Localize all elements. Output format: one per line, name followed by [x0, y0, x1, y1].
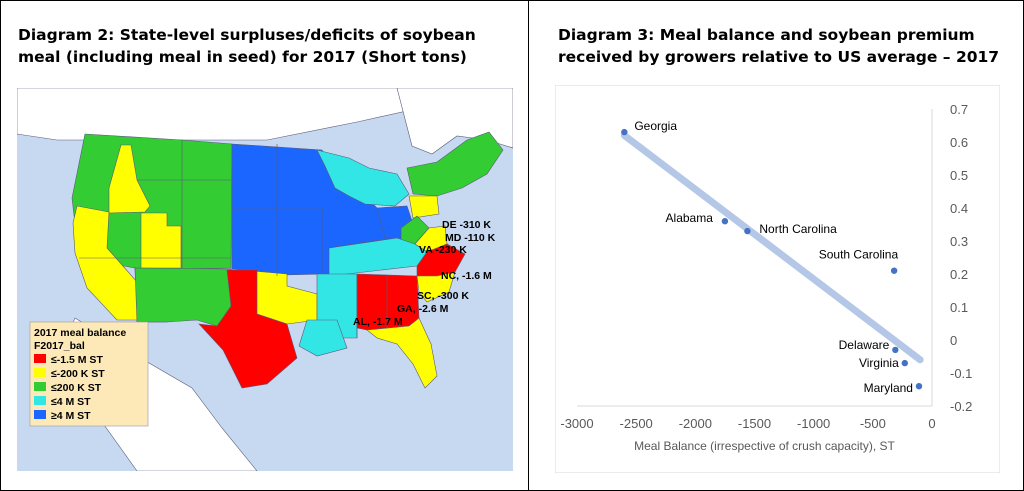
x-axis-title: Meal Balance (irrespective of crush capa… [634, 439, 895, 453]
us-map-svg: DE -310 K MD -110 K VA -230 K NC, -1.6 M… [16, 87, 514, 472]
state-pennsylvania [408, 195, 440, 219]
annotation-sc: SC, -300 K [417, 290, 469, 302]
legend-title: 2017 meal balance [34, 327, 126, 339]
y-tick-label: -0.1 [950, 366, 972, 381]
x-tick-label: -500 [860, 416, 886, 431]
annotation-va: VA -230 K [419, 244, 467, 256]
annotation-md: MD -110 K [445, 232, 496, 244]
x-tick-label: 0 [928, 416, 935, 431]
y-tick-label: 0.4 [950, 201, 968, 216]
point-label: Georgia [634, 119, 677, 133]
state-texas [198, 269, 298, 389]
legend-label: ≤-200 K ST [51, 368, 105, 380]
data-point [621, 128, 628, 136]
x-tick-label: -1000 [797, 416, 830, 431]
legend-swatch [34, 382, 46, 391]
annotation-de: DE -310 K [442, 219, 491, 231]
great-lakes-cyan-region [316, 149, 410, 207]
annotation-ga: GA, -2.6 M [397, 303, 449, 315]
point-label: Delaware [839, 338, 890, 352]
chart-area [554, 84, 1001, 474]
annotation-nc: NC, -1.6 M [441, 270, 492, 282]
x-tick-label: -3000 [560, 416, 593, 431]
us-map: DE -310 K MD -110 K VA -230 K NC, -1.6 M… [16, 87, 514, 472]
point-label: Alabama [666, 211, 714, 225]
data-point [744, 227, 751, 235]
data-point [890, 267, 898, 274]
legend-label: ≥4 M ST [51, 410, 91, 422]
state-idaho [108, 144, 151, 214]
map-title-line-1: Diagram 2: State-level surpluses/deficit… [18, 26, 476, 44]
map-title-line-2: meal (including meal in seed) for 2017 (… [18, 48, 467, 66]
y-tick-label: 0.6 [950, 135, 968, 150]
x-tick-label: -2000 [679, 416, 712, 431]
legend-swatch [34, 368, 46, 377]
legend-items: ≤-1.5 M ST ≤-200 K ST ≤200 K ST ≤4 M ST ≥4 M… [34, 354, 105, 422]
y-tick-label: -0.2 [950, 399, 972, 414]
legend-swatch [34, 354, 46, 363]
y-tick-label: 0.5 [950, 168, 968, 183]
panel-divider [528, 0, 529, 491]
y-tick-label: 0.2 [950, 267, 968, 282]
state-south-carolina [416, 271, 456, 303]
legend-swatch [34, 410, 46, 419]
chart-title: Diagram 3: Meal balance and soybean prem… [558, 24, 1018, 68]
map-title: Diagram 2: State-level surpluses/deficit… [18, 24, 518, 68]
data-point [721, 218, 729, 225]
point-label: Virginia [859, 356, 899, 370]
legend-label: ≤4 M ST [51, 396, 91, 408]
point-label: North Carolina [759, 222, 837, 236]
state-borders [79, 140, 388, 338]
legend-label: ≤200 K ST [51, 382, 102, 394]
y-tick-label: 0.1 [950, 300, 968, 315]
chart-title-line-1: Diagram 3: Meal balance and soybean prem… [558, 26, 975, 44]
state-florida [366, 317, 438, 389]
legend-swatch [34, 396, 46, 405]
x-tick-label: -1500 [738, 416, 771, 431]
annotation-al: AL, -1.7 M [353, 316, 403, 328]
data-point [915, 383, 923, 390]
legend-box [29, 321, 149, 427]
y-tick-label: 0 [950, 333, 957, 348]
state-southwest [134, 267, 238, 327]
legend-label: ≤-1.5 M ST [51, 354, 103, 366]
data-point [892, 346, 899, 354]
scatter-chart: -3000 -2500 -2000 -1500 -1000 -500 0 0.7 0.6 0.5 0… [554, 84, 1001, 474]
map-annotations: DE -310 K MD -110 K VA -230 K NC, -1.6 M… [353, 219, 496, 328]
legend-subtitle: F2017_bal [34, 340, 85, 352]
scatter-chart-svg: -3000 -2500 -2000 -1500 -1000 -500 0 0.7 0.6 0.5 0… [554, 84, 1001, 474]
data-point [901, 359, 908, 367]
y-tick-label: 0.3 [950, 234, 968, 249]
point-label: South Carolina [819, 248, 899, 262]
chart-title-line-2: received by growers relative to US avera… [558, 48, 1000, 66]
trendline [620, 131, 924, 364]
state-louisiana [298, 319, 348, 357]
map-legend: 2017 meal balance F2017_bal ≤-1.5 M ST≤-… [29, 321, 149, 427]
point-label: Maryland [864, 381, 913, 395]
plot-layer: -3000 -2500 -2000 -1500 -1000 -500 0 0.7 0.6 0.5 0… [560, 102, 972, 431]
state-california [72, 205, 154, 321]
y-tick-label: 0.7 [950, 102, 968, 117]
northeast-green-region [406, 131, 504, 197]
x-tick-label: -2500 [620, 416, 653, 431]
